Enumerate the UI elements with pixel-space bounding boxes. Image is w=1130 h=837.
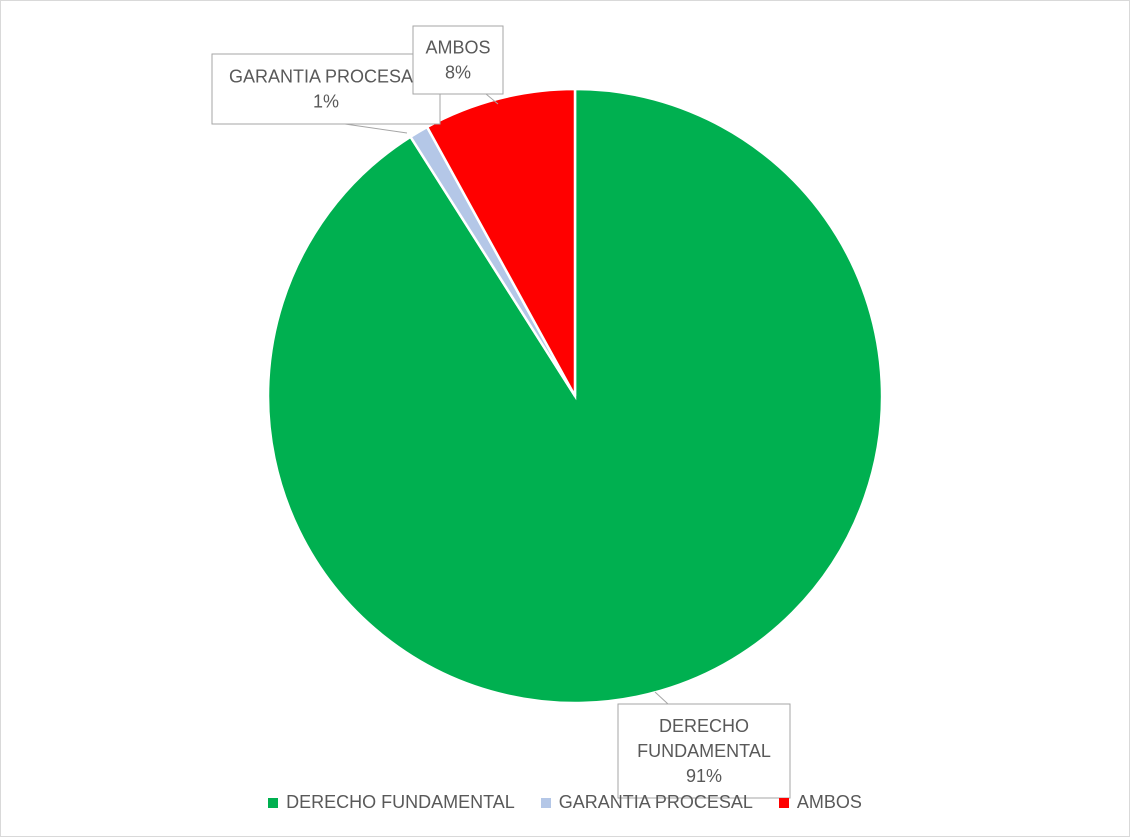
data-label-value-ambos: 8%	[445, 63, 471, 83]
leader-line-garantia-procesal	[344, 123, 408, 134]
callout-box-derecho-fundamental	[617, 703, 791, 799]
data-label-category-derecho-fundamental: FUNDAMENTAL	[637, 741, 771, 761]
callout-box-ambos	[412, 25, 504, 95]
data-label-category-derecho-fundamental: DERECHO	[659, 716, 749, 736]
data-label-category-ambos: AMBOS	[425, 38, 490, 58]
legend-item-ambos: AMBOS	[778, 792, 862, 813]
callout-derecho-fundamental: DERECHO FUNDAMENTAL 91%	[617, 691, 791, 799]
callout-box-garantia-procesal	[211, 53, 441, 125]
leader-line-derecho-fundamental	[654, 691, 669, 705]
legend-swatch-garantia-procesal	[540, 797, 551, 808]
legend-swatch-derecho-fundamental	[268, 797, 279, 808]
legend-label-garantia-procesal: GARANTIA PROCESAL	[558, 792, 753, 812]
legend-item-derecho-fundamental: DERECHO FUNDAMENTAL	[268, 792, 515, 813]
callouts: DERECHO FUNDAMENTAL 91% GARANTIA PROCESAL 1%…	[211, 25, 791, 799]
legend-item-garantia-procesal: GARANTIA PROCESAL	[540, 792, 753, 813]
data-label-value-derecho-fundamental: 91%	[686, 766, 722, 786]
legend-swatch-ambos	[778, 797, 789, 808]
data-label-category-garantia-procesal: GARANTIA PROCESAL	[229, 67, 423, 87]
callout-garantia-procesal: GARANTIA PROCESAL 1%	[211, 53, 441, 134]
legend: DERECHO FUNDAMENTAL GARANTIA PROCESAL AM…	[0, 792, 1130, 813]
data-label-value-garantia-procesal: 1%	[313, 92, 339, 112]
legend-label-derecho-fundamental: DERECHO FUNDAMENTAL	[286, 792, 515, 812]
legend-label-ambos: AMBOS	[796, 792, 862, 812]
slices	[266, 87, 884, 705]
leader-line-ambos	[485, 93, 499, 105]
callout-ambos: AMBOS 8%	[412, 25, 504, 105]
